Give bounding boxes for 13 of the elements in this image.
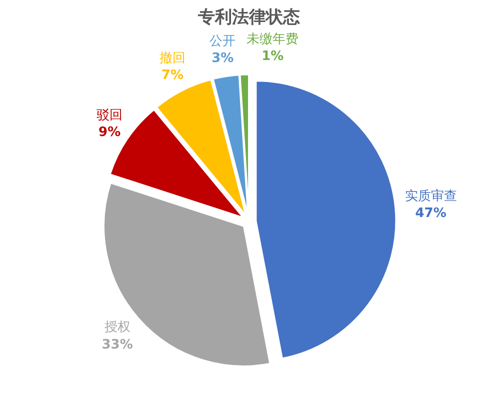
data-label: 3% [212, 51, 234, 66]
slice-label: 驳回 [96, 108, 123, 123]
slice-label: 撤回 [159, 50, 186, 66]
slice-label: 未缴年费 [246, 32, 299, 48]
slice-label: 授权 [104, 320, 130, 336]
slice-label: 实质审查 [404, 188, 457, 204]
data-label: 9% [98, 125, 121, 140]
slice-label: 公开 [210, 34, 236, 50]
data-label: 1% [262, 49, 284, 64]
data-label: 47% [415, 206, 446, 222]
data-label: 7% [161, 68, 184, 83]
chart-title: 专利法律状态 [197, 8, 300, 28]
data-label: 33% [102, 337, 133, 352]
